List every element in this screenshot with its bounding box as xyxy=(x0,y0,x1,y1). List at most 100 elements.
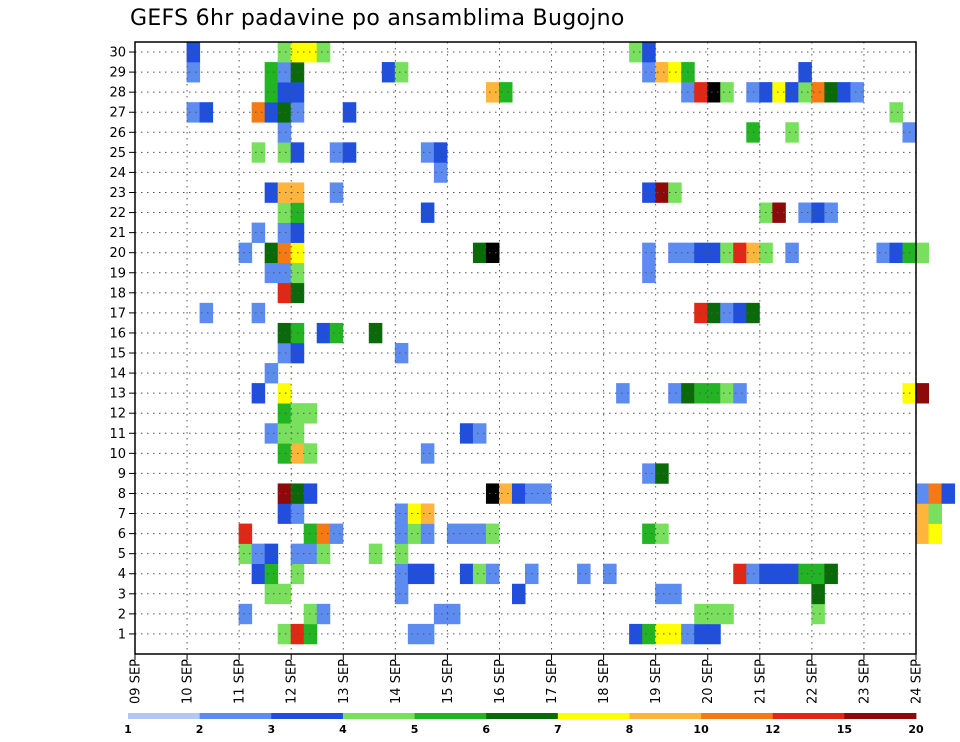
heatmap-cell xyxy=(407,503,422,524)
colorbar-label: 3 xyxy=(267,723,275,736)
y-tick-label: 27 xyxy=(109,106,126,121)
heatmap-cell xyxy=(876,242,890,264)
heatmap-cell xyxy=(277,222,292,243)
heatmap-cell xyxy=(472,523,487,544)
heatmap-cell xyxy=(707,302,721,324)
heatmap-cell xyxy=(707,623,721,645)
heatmap-cell xyxy=(694,623,708,645)
heatmap-cell xyxy=(798,563,812,585)
heatmap-cell xyxy=(668,62,682,83)
heatmap-cell xyxy=(251,102,266,123)
heatmap-cell xyxy=(642,242,656,264)
heatmap-cell xyxy=(199,302,214,324)
heatmap-cell xyxy=(277,122,292,143)
x-tick-label: 23 SEP xyxy=(857,659,872,704)
heatmap-cell xyxy=(420,503,435,524)
heatmap-cell xyxy=(915,523,930,544)
heatmap-cell xyxy=(316,322,331,344)
x-tick-label: 11 SEP xyxy=(233,659,248,704)
colorbar-label: 20 xyxy=(908,723,924,736)
heatmap-cell xyxy=(707,242,721,264)
heatmap-cell xyxy=(329,322,344,344)
y-tick-label: 1 xyxy=(118,627,126,642)
heatmap-cell xyxy=(251,142,266,163)
heatmap-cell xyxy=(407,563,422,585)
heatmap-cell xyxy=(394,583,409,605)
y-tick-label: 15 xyxy=(109,347,126,362)
heatmap-cell xyxy=(277,403,292,424)
x-axis: 09 SEP 10 SEP 11 SEP 12 SEP 13 SEP 14 SEP 15 S… xyxy=(129,654,925,704)
heatmap-cell xyxy=(277,142,292,163)
heatmap-cell xyxy=(485,523,500,544)
heatmap-cell xyxy=(915,383,930,404)
x-tick-label: 21 SEP xyxy=(753,659,768,704)
heatmap-cell xyxy=(668,182,682,203)
heatmap-cell xyxy=(459,563,474,585)
heatmap-cell xyxy=(642,42,656,63)
heatmap-cell xyxy=(420,623,435,645)
heatmap-cell xyxy=(811,563,825,585)
heatmap-cell xyxy=(407,523,422,544)
heatmap-cell xyxy=(668,242,682,264)
heatmap-cell xyxy=(629,42,643,63)
heatmap-cell xyxy=(668,623,682,645)
heatmap-cell xyxy=(420,563,435,585)
heatmap-cell xyxy=(668,383,682,404)
heatmap-cell xyxy=(811,583,825,605)
y-tick-label: 8 xyxy=(118,487,126,502)
heatmap-cell xyxy=(498,82,513,103)
heatmap-cell xyxy=(694,82,708,103)
heatmap-cell xyxy=(668,583,682,605)
grid-layer xyxy=(135,42,916,654)
colorbar-swatch xyxy=(844,713,917,719)
heatmap-cell xyxy=(316,523,331,544)
heatmap-cell xyxy=(329,142,344,163)
colorbar-swatch xyxy=(701,713,774,719)
y-tick-label: 16 xyxy=(109,326,126,341)
y-tick-label: 21 xyxy=(109,226,126,241)
heatmap-cell xyxy=(720,603,734,625)
heatmap-cell xyxy=(264,262,279,284)
heatmap-cell xyxy=(642,182,656,203)
y-tick-label: 3 xyxy=(118,587,126,602)
heatmap-cell xyxy=(928,523,943,544)
heatmap-cell xyxy=(264,563,279,585)
colorbar-label: 15 xyxy=(837,723,852,736)
heatmap-cell xyxy=(655,182,669,203)
heatmap-cell xyxy=(707,603,721,625)
y-tick-label: 19 xyxy=(109,266,126,281)
y-tick-label: 29 xyxy=(109,66,126,81)
heatmap-cell xyxy=(850,82,864,103)
heatmap-cell xyxy=(277,242,292,264)
heatmap-cell xyxy=(264,242,279,264)
y-tick-label: 22 xyxy=(109,206,126,221)
x-tick-label: 17 SEP xyxy=(545,659,560,704)
heatmap-cell xyxy=(915,483,930,504)
heatmap-cell xyxy=(915,242,930,264)
x-tick-label: 18 SEP xyxy=(597,659,612,704)
heatmap-cell xyxy=(329,182,344,203)
heatmap-cell xyxy=(277,102,292,123)
heatmap-cell xyxy=(199,102,214,123)
heatmap-cell xyxy=(694,383,708,404)
heatmap-cell xyxy=(407,623,422,645)
heatmap-cell xyxy=(277,342,292,364)
heatmap-cell xyxy=(277,443,292,464)
y-tick-label: 14 xyxy=(109,367,126,382)
colorbar-label: 10 xyxy=(693,723,709,736)
heatmap-cell xyxy=(772,563,786,585)
heatmap-cell xyxy=(577,563,591,585)
colorbar-label: 4 xyxy=(339,723,347,736)
heatmap-cell xyxy=(811,603,825,625)
heatmap-cell xyxy=(277,503,292,524)
y-tick-label: 18 xyxy=(109,286,126,301)
colorbar-swatch xyxy=(486,713,559,719)
heatmap-cell xyxy=(785,122,799,143)
heatmap-cell xyxy=(277,262,292,284)
heatmap-cell xyxy=(420,523,435,544)
heatmap-cell xyxy=(264,62,279,83)
y-tick-label: 26 xyxy=(109,126,126,141)
heatmap-cell xyxy=(277,423,292,444)
heatmap-cell xyxy=(707,383,721,404)
y-tick-label: 4 xyxy=(118,567,126,582)
